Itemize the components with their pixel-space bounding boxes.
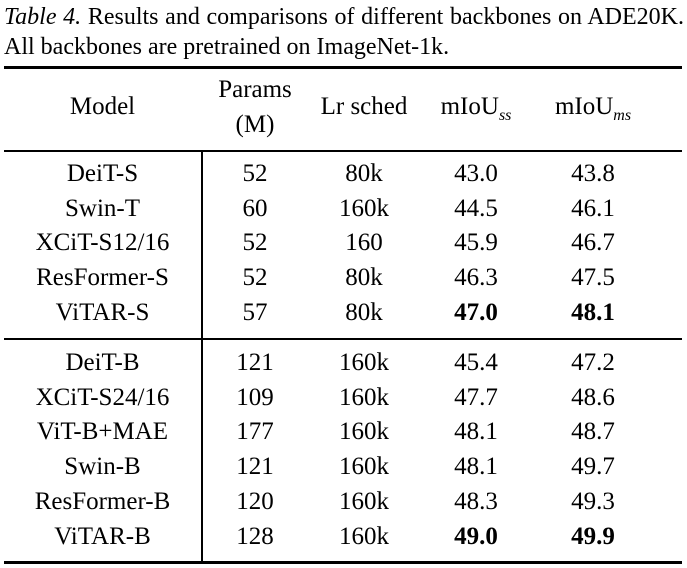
cell-miou-ss: 47.7 bbox=[454, 383, 498, 411]
caption-label: Table 4. bbox=[4, 4, 82, 30]
cell-lr-sched: 80k bbox=[345, 264, 383, 292]
top-rule bbox=[4, 66, 682, 69]
table-caption: Table 4. Results and comparisons of diff… bbox=[4, 2, 684, 62]
cell-model: XCiT-S24/16 bbox=[35, 383, 170, 411]
header-params-line2: (M) bbox=[235, 111, 275, 138]
cell-miou-ms: 47.5 bbox=[571, 264, 615, 292]
header-rule bbox=[4, 150, 682, 152]
header-miou-ss-base: mIoU bbox=[440, 93, 499, 120]
cell-params: 121 bbox=[236, 453, 274, 481]
cell-lr-sched: 160k bbox=[339, 522, 389, 550]
cell-params: 177 bbox=[236, 418, 274, 446]
cell-miou-ms: 46.7 bbox=[571, 229, 615, 257]
cell-lr-sched: 160 bbox=[345, 229, 383, 257]
cell-miou-ms: 49.9 bbox=[571, 522, 615, 550]
cell-params: 120 bbox=[236, 487, 274, 515]
cell-miou-ss: 46.3 bbox=[454, 264, 498, 292]
header-model: Model bbox=[69, 93, 136, 120]
cell-miou-ms: 48.6 bbox=[571, 383, 615, 411]
cell-miou-ms: 47.2 bbox=[571, 349, 615, 376]
cell-miou-ss: 49.0 bbox=[454, 522, 498, 550]
cell-lr-sched: 160k bbox=[339, 383, 389, 411]
group-rule bbox=[4, 338, 682, 340]
cell-miou-ss: 48.1 bbox=[454, 453, 498, 481]
cell-miou-ms: 48.7 bbox=[571, 418, 615, 446]
cell-miou-ss: 45.9 bbox=[454, 229, 498, 257]
cell-model: DeiT-B bbox=[65, 349, 140, 376]
cell-lr-sched: 80k bbox=[345, 160, 383, 187]
cell-miou-ss: 48.3 bbox=[454, 487, 498, 515]
bottom-rule bbox=[4, 561, 682, 564]
header-miou-ms: mIoUms bbox=[532, 93, 654, 124]
column-divider-group1 bbox=[201, 151, 203, 338]
header-miou-ms-base: mIoU bbox=[554, 93, 614, 120]
cell-miou-ss: 44.5 bbox=[454, 194, 498, 222]
cell-model: DeiT-S bbox=[66, 160, 139, 187]
cell-params: 128 bbox=[236, 522, 274, 550]
cell-lr-sched: 160k bbox=[339, 349, 389, 376]
cell-params: 52 bbox=[242, 160, 268, 187]
cell-model: ViTAR-S bbox=[55, 298, 150, 326]
cell-miou-ms: 49.3 bbox=[571, 487, 615, 515]
header-params-line1: Params bbox=[218, 76, 292, 103]
header-lr-sched: Lr sched bbox=[320, 93, 408, 120]
cell-model: XCiT-S12/16 bbox=[35, 229, 170, 257]
header-miou-ss: mIoUss bbox=[420, 93, 532, 124]
cell-lr-sched: 160k bbox=[339, 194, 389, 222]
cell-params: 121 bbox=[236, 349, 274, 376]
cell-miou-ss: 47.0 bbox=[454, 298, 498, 326]
cell-miou-ms: 49.7 bbox=[571, 453, 615, 481]
cell-lr-sched: 80k bbox=[345, 298, 383, 326]
cell-miou-ss: 45.4 bbox=[454, 349, 498, 376]
header-miou-ss-sub: ss bbox=[498, 107, 512, 124]
cell-params: 60 bbox=[242, 194, 268, 222]
caption-text: Results and comparisons of different bac… bbox=[4, 4, 684, 60]
cell-params: 52 bbox=[242, 229, 268, 257]
cell-miou-ss: 48.1 bbox=[454, 418, 498, 446]
cell-model: ViT-B+MAE bbox=[36, 418, 169, 446]
cell-lr-sched: 160k bbox=[339, 453, 389, 481]
cell-model: ViTAR-B bbox=[54, 522, 151, 550]
cell-params: 109 bbox=[236, 383, 274, 411]
cell-model: ResFormer-S bbox=[36, 264, 169, 292]
cell-miou-ms: 46.1 bbox=[571, 194, 615, 222]
cell-model: ResFormer-B bbox=[34, 487, 171, 515]
cell-lr-sched: 160k bbox=[339, 487, 389, 515]
cell-model: Swin-T bbox=[65, 194, 140, 222]
cell-params: 52 bbox=[242, 264, 268, 292]
header-miou-ms-sub: ms bbox=[613, 107, 632, 124]
cell-model: Swin-B bbox=[64, 453, 141, 481]
cell-params: 57 bbox=[242, 298, 268, 326]
cell-miou-ms: 48.1 bbox=[571, 298, 615, 326]
column-divider-group2 bbox=[201, 339, 203, 561]
cell-miou-ss: 43.0 bbox=[454, 160, 498, 187]
cell-miou-ms: 43.8 bbox=[571, 160, 615, 187]
cell-lr-sched: 160k bbox=[339, 418, 389, 446]
